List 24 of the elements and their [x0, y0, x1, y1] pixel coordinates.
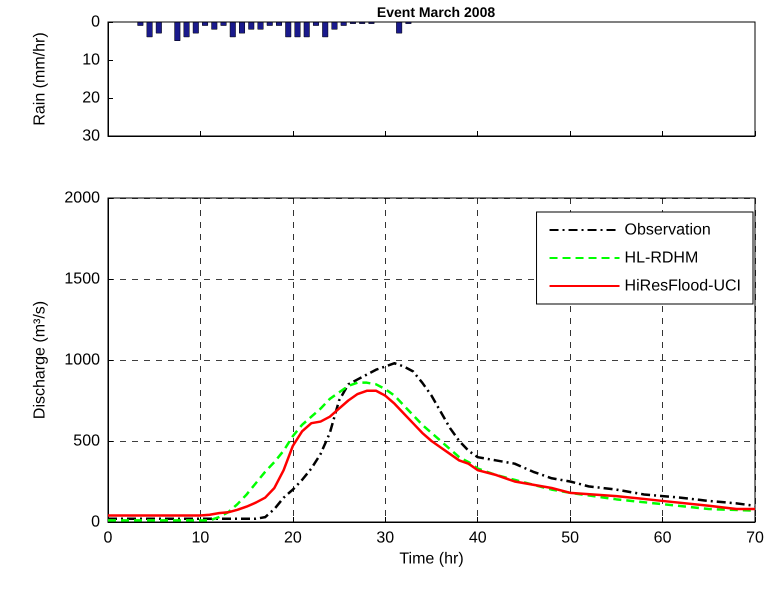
y-axis-title: Rain (mm/hr)	[32, 32, 48, 126]
x-tick-label: 10	[192, 530, 210, 546]
legend-label: Observation	[624, 222, 711, 238]
chart-title: Event March 2008	[376, 4, 496, 20]
legend-label: HiResFlood-UCI	[624, 278, 741, 294]
y-tick-label: 30	[82, 128, 100, 144]
x-tick-label: 20	[284, 530, 302, 546]
y-tick-label: 0	[91, 514, 100, 530]
y-axis-title: Discharge (m³/s)	[32, 300, 48, 420]
x-tick-label: 70	[746, 530, 764, 546]
x-tick-label: 30	[376, 530, 394, 546]
legend-label: HL-RDHM	[624, 250, 698, 266]
y-tick-label: 1500	[64, 270, 100, 288]
y-tick-label: 2000	[64, 190, 100, 206]
x-axis-title: Time (hr)	[399, 550, 464, 568]
y-tick-label: 0	[91, 14, 100, 30]
y-tick-label: 10	[82, 52, 100, 68]
y-tick-label: 20	[82, 90, 100, 106]
y-tick-label: 500	[73, 432, 100, 450]
x-tick-label: 40	[468, 530, 487, 546]
y-tick-label: 1000	[64, 352, 100, 368]
x-tick-label: 60	[654, 530, 672, 546]
x-tick-label: 0	[104, 530, 113, 546]
x-tick-label: 50	[561, 530, 580, 546]
